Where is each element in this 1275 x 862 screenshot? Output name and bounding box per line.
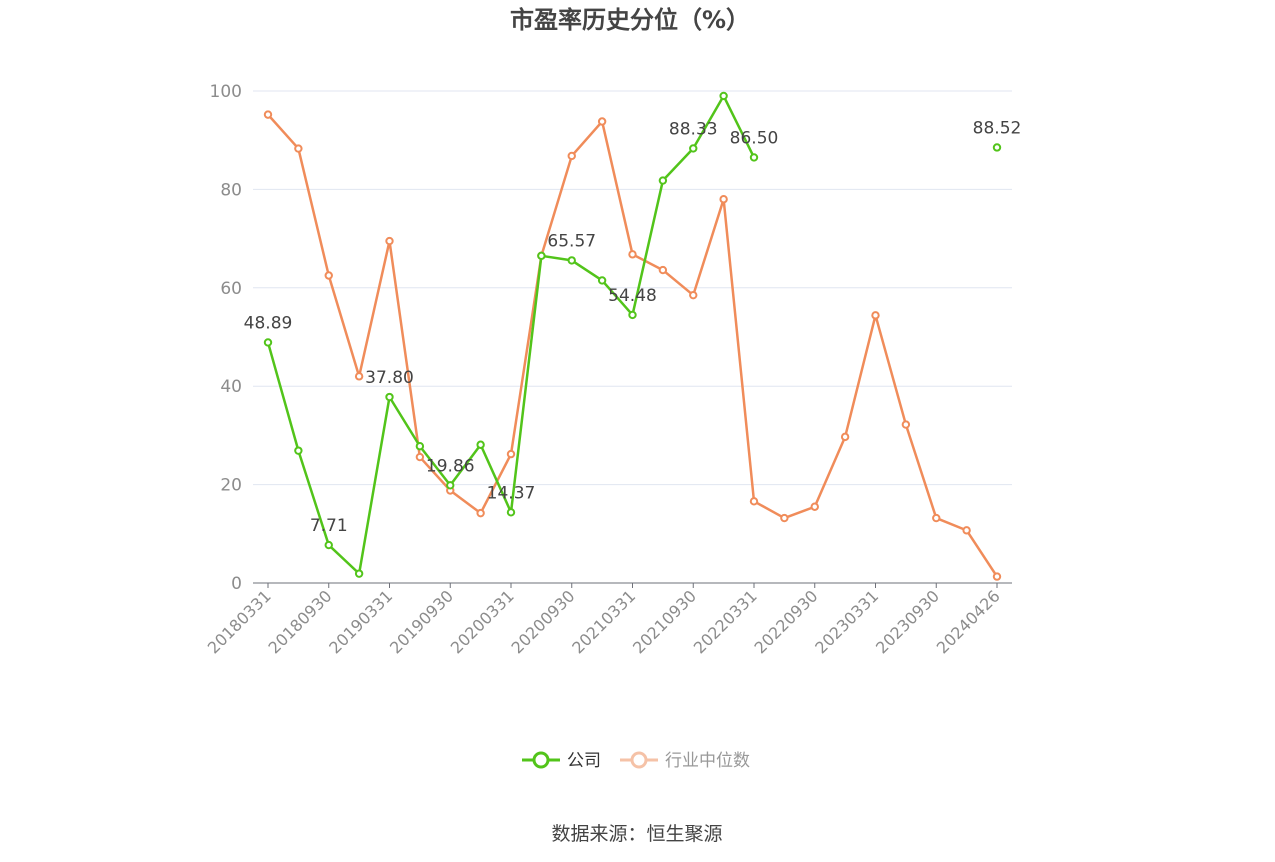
- data-point[interactable]: [749, 497, 759, 506]
- legend-label: 行业中位数: [665, 751, 750, 771]
- data-point[interactable]: [263, 110, 273, 119]
- data-point[interactable]: [962, 526, 971, 535]
- x-tick-label: 20220331: [690, 586, 761, 657]
- series-lines: [263, 91, 1002, 581]
- y-tick-label: 100: [210, 82, 242, 102]
- chart-title: 市盈率历史分位（%）: [510, 6, 750, 34]
- x-tick-label: 20180930: [265, 586, 336, 657]
- data-label: 48.89: [244, 313, 293, 333]
- x-tick-label: 20210930: [629, 586, 700, 657]
- data-point[interactable]: [658, 176, 668, 185]
- data-point[interactable]: [354, 372, 364, 381]
- data-label: 7.71: [310, 516, 348, 536]
- data-point[interactable]: [506, 508, 516, 517]
- legend-label: 公司: [567, 751, 601, 771]
- series-line-1: [267, 113, 999, 578]
- data-point[interactable]: [932, 513, 941, 523]
- data-point[interactable]: [871, 311, 880, 320]
- data-point[interactable]: [567, 256, 576, 265]
- data-label: 54.48: [608, 286, 657, 306]
- y-tick-label: 60: [220, 279, 242, 299]
- data-point[interactable]: [263, 338, 273, 347]
- data-point[interactable]: [385, 392, 394, 402]
- y-tick-label: 80: [220, 180, 242, 200]
- data-point[interactable]: [840, 432, 850, 442]
- data-point[interactable]: [749, 153, 759, 162]
- series-line-0: [268, 96, 997, 574]
- data-point[interactable]: [992, 572, 1002, 581]
- data-point[interactable]: [901, 420, 911, 429]
- data-point[interactable]: [992, 143, 1002, 152]
- data-point[interactable]: [324, 271, 333, 280]
- data-point[interactable]: [294, 446, 303, 455]
- data-point[interactable]: [324, 540, 333, 550]
- data-label: 88.33: [669, 119, 718, 139]
- data-point[interactable]: [415, 452, 425, 462]
- data-point[interactable]: [354, 569, 364, 578]
- data-point[interactable]: [476, 508, 485, 518]
- data-point[interactable]: [689, 144, 698, 153]
- data-point[interactable]: [385, 236, 394, 246]
- data-point[interactable]: [628, 310, 637, 320]
- legend-item-0[interactable]: 公司: [522, 751, 601, 771]
- x-tick-label: 20200930: [508, 586, 579, 657]
- source-note: 数据来源：恒生聚源: [551, 823, 722, 845]
- data-point[interactable]: [689, 290, 698, 300]
- data-label: 88.52: [973, 118, 1022, 138]
- data-point[interactable]: [628, 250, 637, 259]
- data-point[interactable]: [476, 440, 485, 449]
- data-label: 14.37: [487, 483, 536, 503]
- data-point[interactable]: [597, 117, 607, 126]
- data-point[interactable]: [780, 513, 789, 523]
- data-point[interactable]: [719, 195, 728, 204]
- legend-marker: [532, 751, 550, 769]
- y-tick-label: 40: [220, 377, 242, 397]
- x-tick-label: 20230331: [811, 586, 882, 657]
- legend[interactable]: 公司 行业中位数: [522, 751, 750, 771]
- x-tick-label: 20220930: [751, 586, 822, 657]
- legend-marker: [630, 751, 648, 769]
- data-point[interactable]: [537, 251, 546, 261]
- data-point[interactable]: [506, 449, 516, 459]
- data-point[interactable]: [810, 502, 819, 511]
- x-tick-label: 20190930: [386, 586, 457, 657]
- x-tick-label: 20180331: [204, 586, 275, 657]
- data-label: 37.80: [365, 368, 414, 388]
- data-point[interactable]: [294, 144, 303, 153]
- data-label: 65.57: [547, 231, 596, 251]
- y-tick-label: 20: [220, 476, 242, 496]
- data-point[interactable]: [719, 91, 728, 101]
- data-point[interactable]: [567, 151, 576, 161]
- data-point[interactable]: [446, 481, 455, 490]
- x-tick-label: 20240426: [933, 586, 1004, 657]
- legend-item-1[interactable]: 行业中位数: [620, 751, 750, 771]
- data-point[interactable]: [597, 276, 607, 285]
- x-tick-label: 20190331: [325, 586, 396, 657]
- y-tick-label: 0: [231, 574, 242, 594]
- x-tick-label: 20210331: [568, 586, 639, 657]
- data-label: 86.50: [730, 128, 779, 148]
- data-labels: 48.89 7.71 37.80 19.86 14.37 65.57 54.48 88.33 8…: [244, 118, 1022, 536]
- data-point[interactable]: [658, 265, 668, 275]
- x-tick-label: 20200331: [447, 586, 518, 657]
- data-label: 19.86: [426, 456, 475, 476]
- x-tick-label: 20230930: [872, 586, 943, 657]
- data-point[interactable]: [415, 442, 425, 451]
